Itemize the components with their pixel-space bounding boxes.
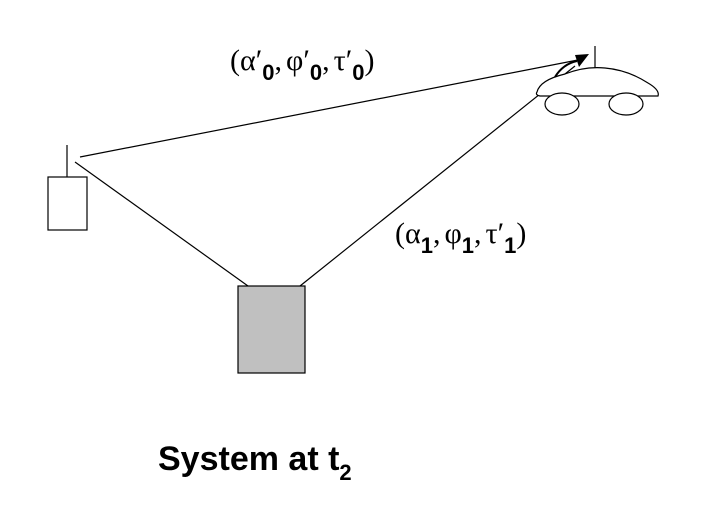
motion-arrow-head [575,54,589,67]
path-scatterer-to-car [299,65,576,287]
path-bs-to-scatterer [74,161,249,287]
car-wheel-right [608,92,644,116]
car-body [535,67,659,97]
caption: System at t2 [158,440,352,485]
car-wheel-left [544,92,580,116]
direct-path-label: (α′0, φ′0, τ′0) [230,44,375,85]
motion-arrow-curve [554,60,578,78]
caption-text: System at t [158,440,339,478]
direct-path-line [79,58,584,158]
scatterer-box [237,285,306,374]
scattered-path-label: (α1, φ1, τ′1) [395,217,526,258]
base-station [47,145,88,231]
car [535,46,659,116]
base-station-body [47,176,88,231]
caption-subscript: 2 [339,460,351,485]
